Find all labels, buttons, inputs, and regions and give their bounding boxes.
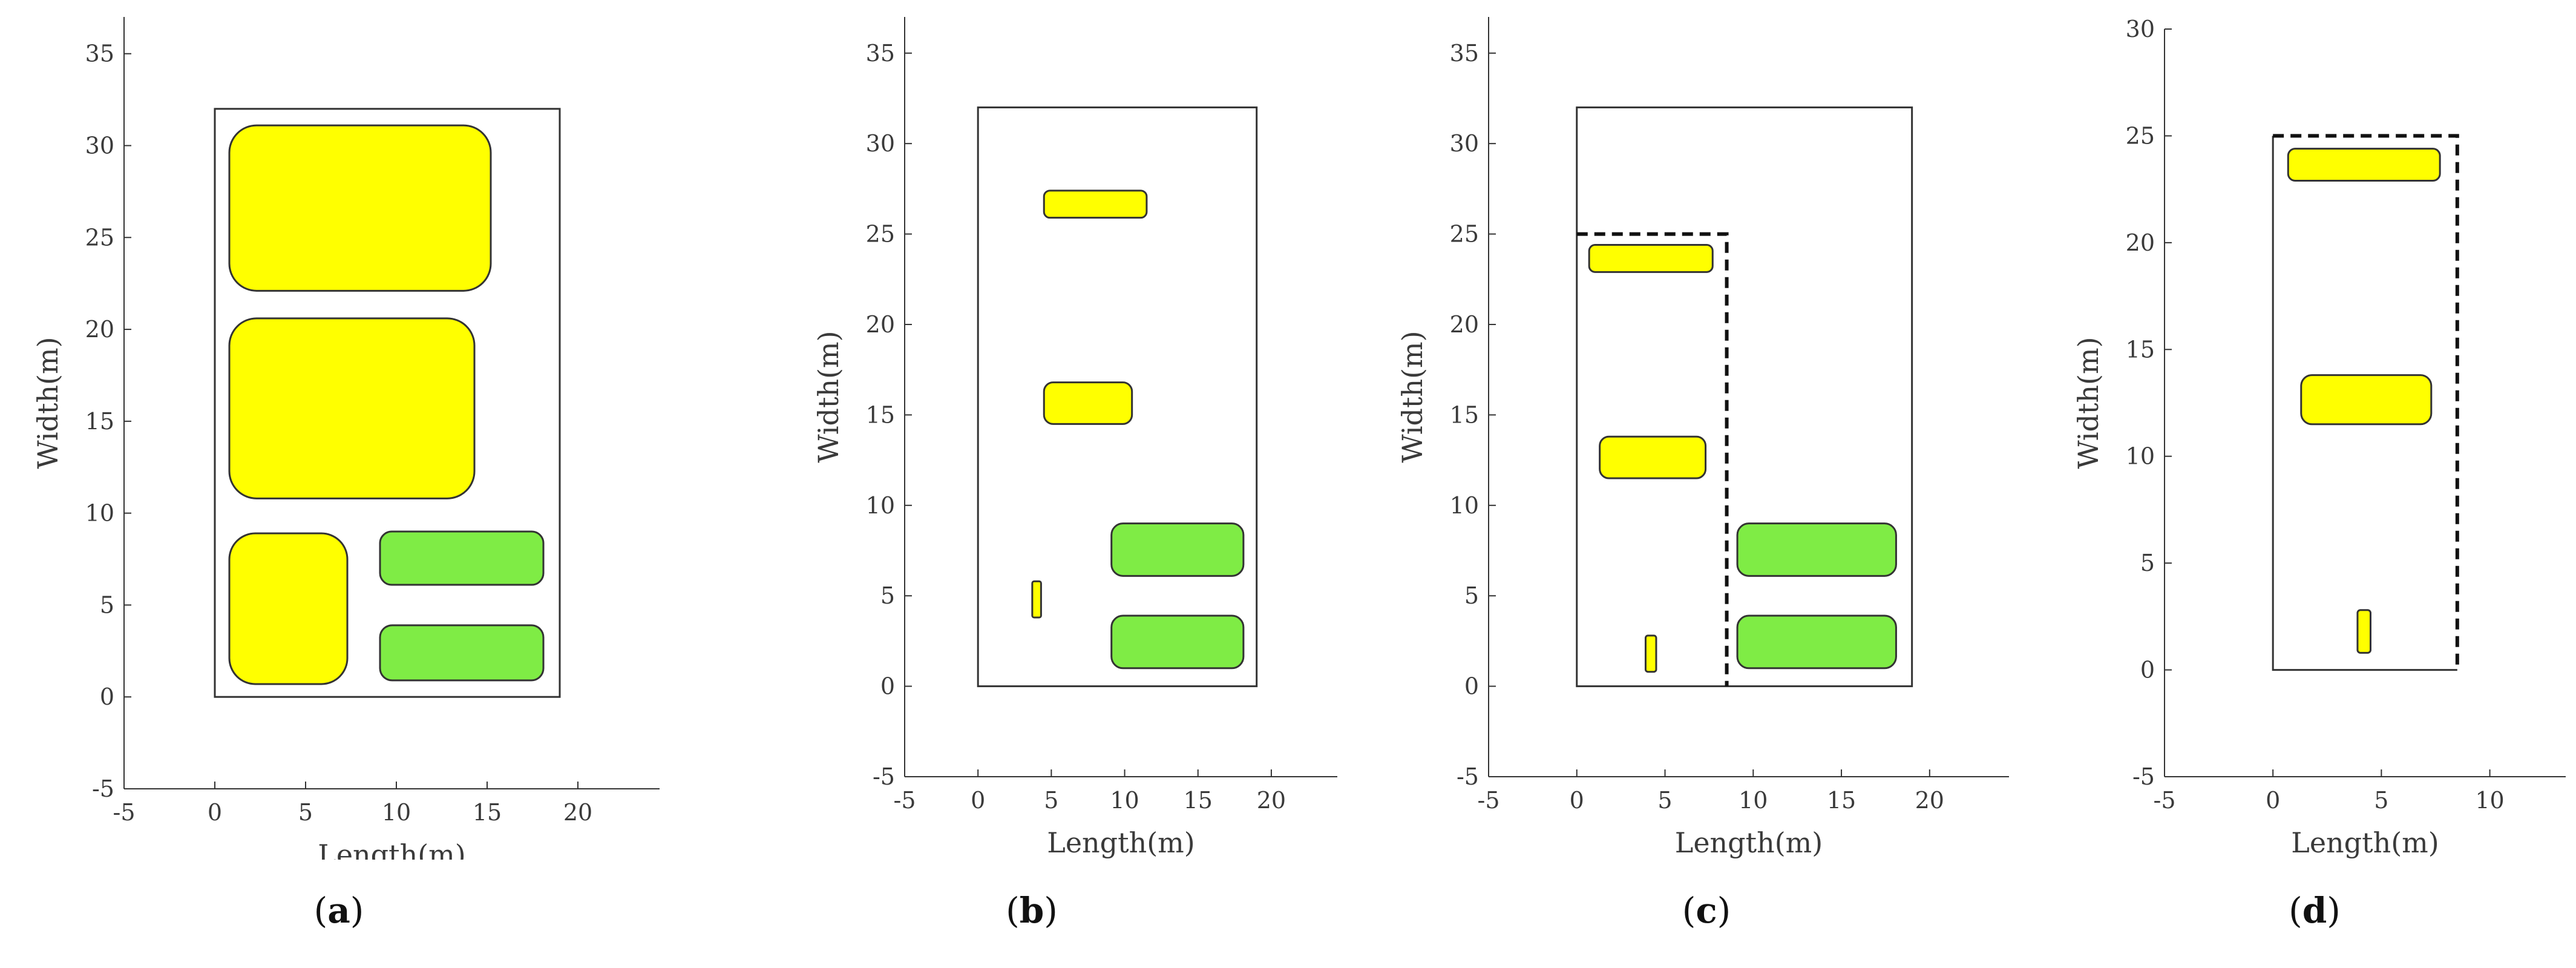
panel-c-green-block — [1736, 522, 1897, 577]
panel-b-x-tick-label: 10 — [1110, 787, 1139, 814]
panel-a-y-tick-label: 35 — [85, 41, 114, 67]
caption-c: (c) — [1682, 890, 1731, 931]
panel-d-x-tick-label: -5 — [2153, 787, 2175, 814]
panel-b-site-boundary — [977, 106, 1258, 688]
panel-b-yellow-block — [1043, 189, 1148, 219]
panel-b-yellow-block — [1031, 580, 1042, 619]
panel-d-y-tick-label: 0 — [2140, 657, 2155, 683]
panel-a-x-tick-label: 10 — [382, 799, 411, 826]
panel-a-y-tick-label: 0 — [100, 683, 114, 710]
panel-b-x-tick-label: 0 — [971, 787, 985, 814]
panel-a-ylabel: Width(m) — [31, 337, 64, 469]
panel-a-x-tick-label: -5 — [113, 799, 135, 826]
panel-b-green-block — [1110, 522, 1245, 577]
panel-b-y-tick-label: 15 — [866, 401, 895, 428]
panel-a-y-tick-label: 25 — [85, 224, 114, 251]
panel-c-xlabel: Length(m) — [1675, 826, 1823, 859]
panel-d-x-tick-label: 5 — [2374, 787, 2388, 814]
panel-b-y-tick-label: 5 — [880, 582, 895, 609]
panel-c-y-tick-label: -5 — [1457, 763, 1479, 790]
panel-c-y-tick-label: 10 — [1450, 492, 1479, 519]
panel-d-y-tick-label: 5 — [2140, 550, 2155, 576]
panel-c-yellow-block — [1644, 634, 1657, 673]
panel-b-y-tick-label: 25 — [866, 221, 895, 248]
panel-a-yellow-block — [228, 317, 476, 499]
panel-d-x-tick-label: 0 — [2266, 787, 2280, 814]
chart-panel-a: -5 0 5 10 15 20 25 30 35 -5 0 5 10 15 20 Length(m) Width… — [31, 17, 660, 860]
panel-d-yellow-block — [2287, 148, 2441, 182]
caption-a: (a) — [313, 890, 364, 931]
chart-panel-c: -5 0 5 10 15 20 25 30 35 -5 0 5 10 15 20 Length(m) Width… — [1396, 17, 2009, 859]
panel-c-x-tick-label: 0 — [1570, 787, 1584, 814]
panel-d-x-tick-label: 10 — [2475, 787, 2504, 814]
panel-d-y-tick-label: 20 — [2126, 229, 2155, 256]
panel-a-x-tick-label: 20 — [563, 799, 592, 826]
panel-a-x-tick-label: 15 — [473, 799, 502, 826]
panel-c-ylabel: Width(m) — [1396, 331, 1429, 463]
chart-panel-d: -5 0 5 10 15 20 25 30 -5 0 5 10 Length(m) Width(m) — [2072, 16, 2566, 859]
panel-a-yellow-block — [228, 124, 492, 292]
panel-c-y-tick-label: 5 — [1464, 582, 1479, 609]
panel-b-x-tick-label: -5 — [893, 787, 916, 814]
panel-d-site-boundary — [2272, 136, 2457, 671]
panel-c-x-tick-label: 15 — [1827, 787, 1856, 814]
panel-b-y-tick-label: 10 — [866, 492, 895, 519]
chart-panel-b: -5 0 5 10 15 20 25 30 35 -5 0 5 10 15 20 Length(m) Width… — [812, 17, 1337, 859]
panel-b-y-tick-label: 20 — [866, 311, 895, 338]
panel-d-yellow-block — [2356, 609, 2371, 654]
panel-b-xlabel: Length(m) — [1047, 826, 1195, 859]
panel-c-y-tick-label: 35 — [1450, 40, 1479, 67]
panel-a-y-tick-label: -5 — [92, 775, 114, 802]
panel-c-y-tick-label: 15 — [1450, 401, 1479, 428]
panel-d-yellow-block — [2300, 374, 2433, 426]
panel-a-yellow-block — [228, 532, 349, 685]
panel-d-xlabel: Length(m) — [2291, 826, 2439, 859]
panel-c-y-tick-label: 0 — [1464, 673, 1479, 700]
panel-b-ylabel: Width(m) — [812, 331, 845, 463]
caption-b: (b) — [1006, 890, 1058, 931]
panel-c-y-tick-label: 25 — [1450, 221, 1479, 248]
panel-b-x-tick-label: 15 — [1184, 787, 1213, 814]
panel-b-x-tick-label: 5 — [1044, 787, 1058, 814]
panel-b-y-tick-label: 35 — [866, 40, 895, 67]
panel-a-green-block — [379, 624, 545, 682]
panel-a-y-tick-label: 15 — [85, 408, 114, 435]
panel-b-y-tick-label: 30 — [866, 130, 895, 157]
panel-c-x-tick-label: -5 — [1477, 787, 1499, 814]
panel-c-site-boundary — [1576, 106, 1913, 688]
panel-a-xlabel: Length(m) — [318, 838, 465, 860]
panel-c-green-block — [1736, 614, 1897, 670]
panel-b-y-tick-label: -5 — [873, 763, 895, 790]
panel-d-y-tick-label: 25 — [2126, 122, 2155, 149]
panel-d-y-tick-label: -5 — [2132, 763, 2155, 790]
panel-a-green-block — [379, 530, 545, 586]
panel-b-yellow-block — [1043, 381, 1133, 425]
panel-a-site-boundary — [214, 108, 561, 698]
panel-a-y-tick-label: 30 — [85, 133, 114, 159]
panel-a-y-tick-label: 10 — [85, 500, 114, 527]
panel-b-green-block — [1110, 614, 1245, 670]
panel-c-x-tick-label: 5 — [1657, 787, 1672, 814]
panel-a-y-tick-label: 20 — [85, 316, 114, 343]
panel-d-y-tick-label: 10 — [2126, 443, 2155, 470]
panel-c-dashed-region — [1576, 232, 1729, 686]
panel-a-y-tick-label: 5 — [100, 591, 114, 618]
panel-c-yellow-block — [1588, 244, 1714, 273]
panel-c-x-tick-label: 20 — [1915, 787, 1944, 814]
panel-a-x-tick-label: 0 — [208, 799, 222, 826]
panel-d-ylabel: Width(m) — [2072, 337, 2105, 469]
panel-b-y-tick-label: 0 — [880, 673, 895, 700]
caption-d: (d) — [2289, 890, 2341, 931]
panel-c-x-tick-label: 10 — [1739, 787, 1768, 814]
panel-c-y-tick-label: 30 — [1450, 130, 1479, 157]
panel-d-y-tick-label: 30 — [2126, 16, 2155, 42]
panel-b-x-tick-label: 20 — [1257, 787, 1286, 814]
panel-a-x-tick-label: 5 — [298, 799, 313, 826]
panel-c-y-tick-label: 20 — [1450, 311, 1479, 338]
panel-d-y-tick-label: 15 — [2126, 336, 2155, 363]
panel-d-dashed-boundary — [2273, 134, 2459, 670]
panel-c-yellow-block — [1599, 435, 1707, 479]
